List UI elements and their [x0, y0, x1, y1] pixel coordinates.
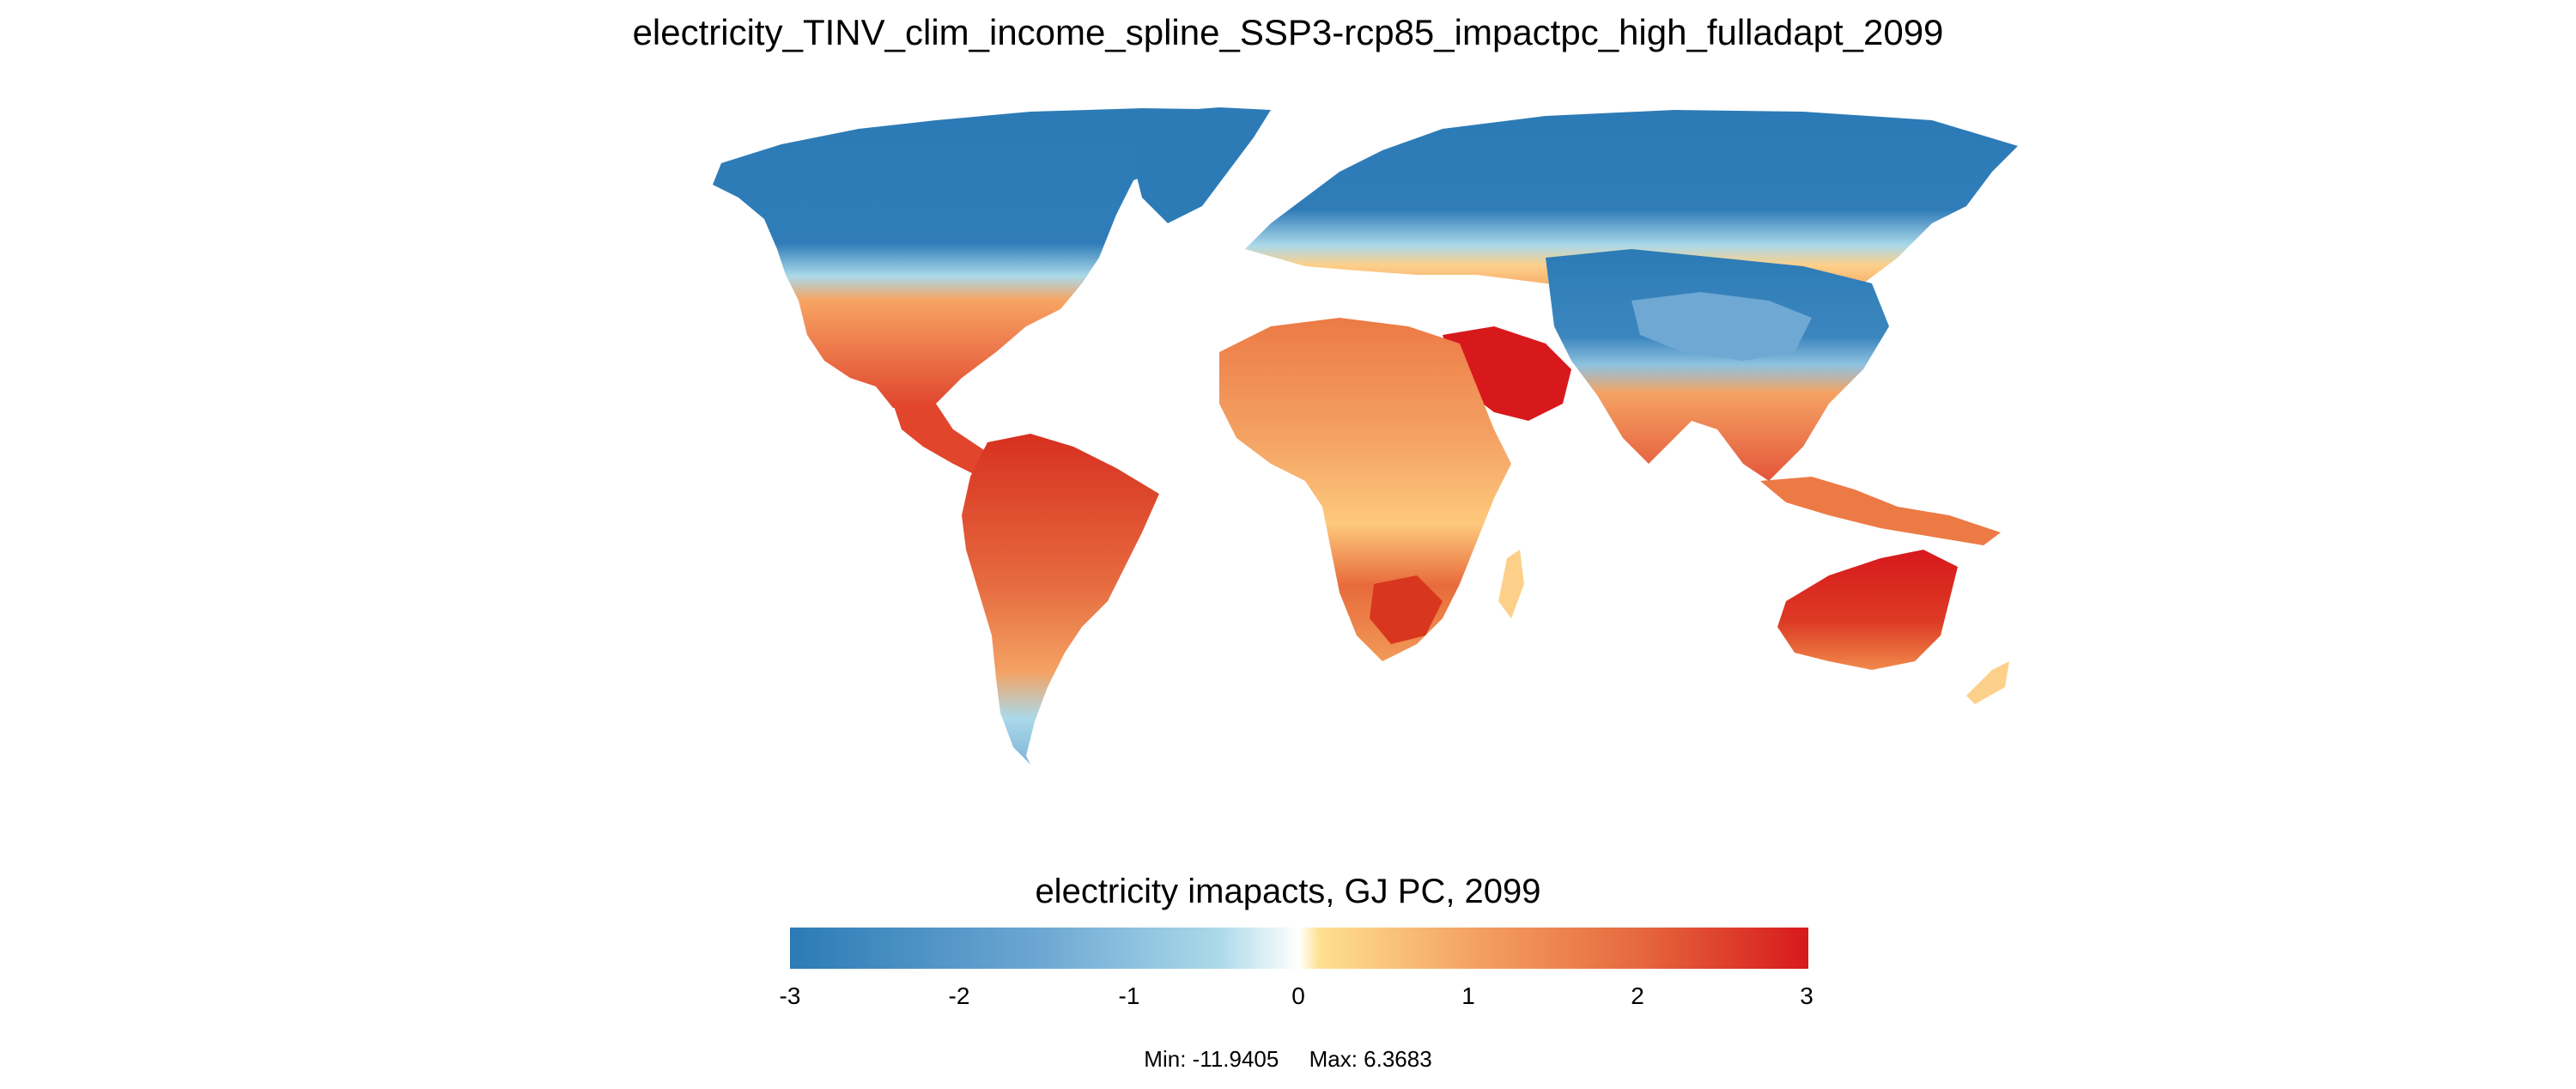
map-title: electricity_TINV_clim_income_spline_SSP3…: [632, 12, 1944, 52]
min-value: Min: -11.9405: [1144, 1046, 1279, 1072]
madagascar-region: [1498, 550, 1524, 618]
tick-mark: [1129, 969, 1131, 977]
legend-title: electricity imapacts, GJ PC, 2099: [1035, 873, 1541, 910]
southern-africa-region: [1370, 575, 1443, 644]
tick-label: 2: [1631, 983, 1644, 1009]
tick-label: -3: [779, 983, 801, 1009]
world-map: [713, 107, 2018, 764]
tick-mark: [1298, 969, 1300, 977]
tick-mark: [1637, 969, 1639, 977]
tick-label: 1: [1461, 983, 1475, 1009]
colorbar-ticks: -3 -2 -1 0 1 2 3: [780, 969, 1814, 1020]
tick-label: 3: [1800, 983, 1814, 1009]
tick-mark: [1468, 969, 1470, 977]
colorbar: [790, 928, 1808, 969]
tick-label: -1: [1118, 983, 1140, 1009]
africa-region: [1219, 318, 1511, 661]
indonesia-region: [1760, 477, 2001, 545]
eurasia-region: [1245, 110, 2018, 309]
australia-region: [1777, 550, 1958, 670]
tick-mark: [1807, 969, 1808, 977]
tick-label: -2: [948, 983, 970, 1009]
colorbar-gradient: [790, 928, 1808, 969]
south-america-region: [962, 434, 1159, 764]
tick-label: 0: [1291, 983, 1305, 1009]
tick-mark: [790, 969, 792, 977]
new-zealand-region: [1966, 661, 2009, 704]
asia-south-region: [1546, 249, 1889, 481]
min-max-stats: Min: -11.9405 Max: 6.3683: [0, 1046, 2576, 1073]
north-america-region: [713, 108, 1262, 408]
greenland-region: [1133, 107, 1271, 223]
max-value: Max: 6.3683: [1309, 1046, 1432, 1072]
world-map-svg: [713, 107, 2018, 764]
tibet-mongolia-region: [1631, 292, 1812, 361]
tick-mark: [959, 969, 961, 977]
